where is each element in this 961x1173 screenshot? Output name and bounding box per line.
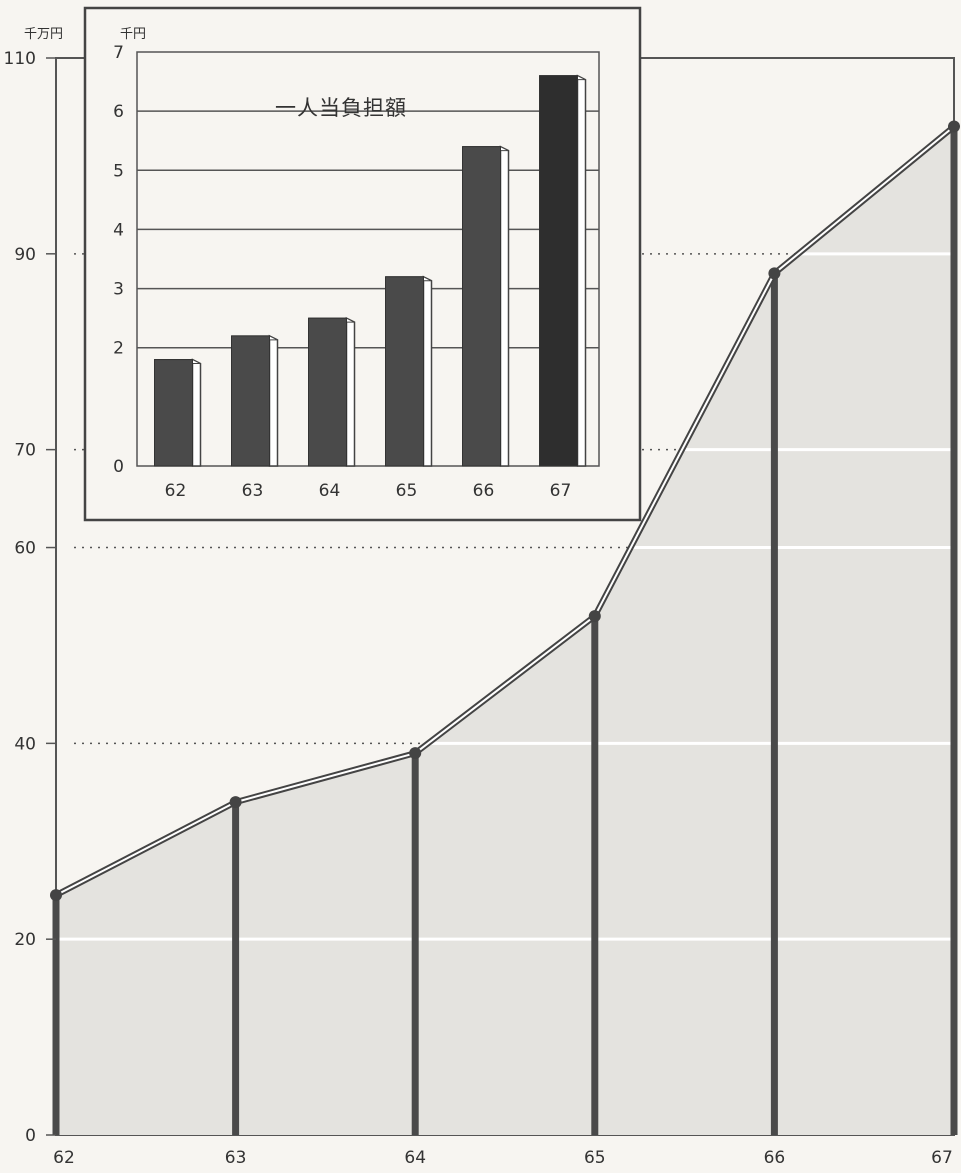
main-stems (52, 126, 958, 1135)
main-x-tick-label: 66 (764, 1148, 786, 1168)
inset-y-tick-label: 6 (113, 102, 124, 122)
inset-bar-side (422, 275, 433, 467)
main-data-point (50, 889, 62, 902)
main-x-tick-label: 65 (584, 1148, 606, 1168)
inset-plot-frame (136, 51, 600, 467)
main-y-tick-label: 70 (14, 441, 36, 461)
inset-bar-side (499, 145, 510, 467)
inset-bar (231, 335, 270, 467)
main-y-tick-label: 20 (14, 930, 36, 950)
inset-bar (154, 359, 193, 467)
main-data-point (409, 747, 422, 760)
main-x-tick-label: 62 (53, 1148, 75, 1168)
inset-bar-side (345, 316, 356, 467)
inset-x-tick-label: 67 (550, 481, 572, 501)
inset-y-tick-label: 4 (113, 220, 124, 240)
main-y-tick-label: 40 (14, 734, 36, 754)
inset-gridlines (137, 110, 599, 349)
inset-x-tick-label: 66 (473, 481, 495, 501)
area-fill (56, 126, 954, 1135)
main-data-point (588, 610, 601, 623)
inset-x-tick-labels: 62 63 64 65 66 67 (165, 481, 572, 501)
main-gridlines (56, 252, 954, 941)
inset-bar-side (576, 74, 587, 467)
main-x-tick-label: 64 (404, 1148, 426, 1168)
inset-bar-side (268, 334, 279, 467)
inset-y-tick-label: 5 (113, 161, 124, 181)
inset-bar (462, 146, 501, 467)
inset-y-tick-label: 7 (113, 43, 124, 63)
inset-x-tick-label: 62 (165, 481, 187, 501)
inset-y-tick-label: 3 (113, 280, 124, 300)
main-y-tick-labels: 0 20 40 60 70 90 110 (4, 49, 56, 1146)
main-data-point (948, 120, 960, 133)
inset-bar (385, 276, 424, 467)
main-x-tick-labels: 62 63 64 65 66 67 (53, 1148, 953, 1168)
inset-y-tick-label: 0 (113, 457, 124, 477)
inset-bar-side (191, 358, 202, 467)
main-points (50, 120, 960, 902)
inset-title: 一人当負担額 (275, 96, 407, 120)
main-data-point (229, 796, 242, 809)
main-data-point (768, 267, 781, 280)
inset-y-unit: 千円 (120, 27, 146, 42)
inset-bar (539, 75, 578, 467)
inset-x-tick-label: 64 (319, 481, 341, 501)
inset-y-tick-label: 2 (113, 339, 124, 359)
inset-x-tick-label: 63 (242, 481, 264, 501)
inset-y-tick-labels: 0 2 3 4 5 6 7 (113, 43, 124, 477)
main-y-tick-label: 60 (14, 539, 36, 559)
main-series-line-inner (55, 125, 955, 897)
main-y-unit: 千万円 (24, 27, 63, 42)
main-x-tick-label: 63 (225, 1148, 247, 1168)
main-line (54, 124, 956, 898)
main-y-tick-label: 110 (4, 49, 36, 69)
inset-bars (154, 74, 587, 467)
inset-x-tick-label: 65 (396, 481, 418, 501)
inset-bar (308, 317, 347, 467)
main-y-tick-label: 90 (14, 245, 36, 265)
main-x-tick-label: 67 (931, 1148, 953, 1168)
main-y-tick-label: 0 (25, 1126, 36, 1146)
